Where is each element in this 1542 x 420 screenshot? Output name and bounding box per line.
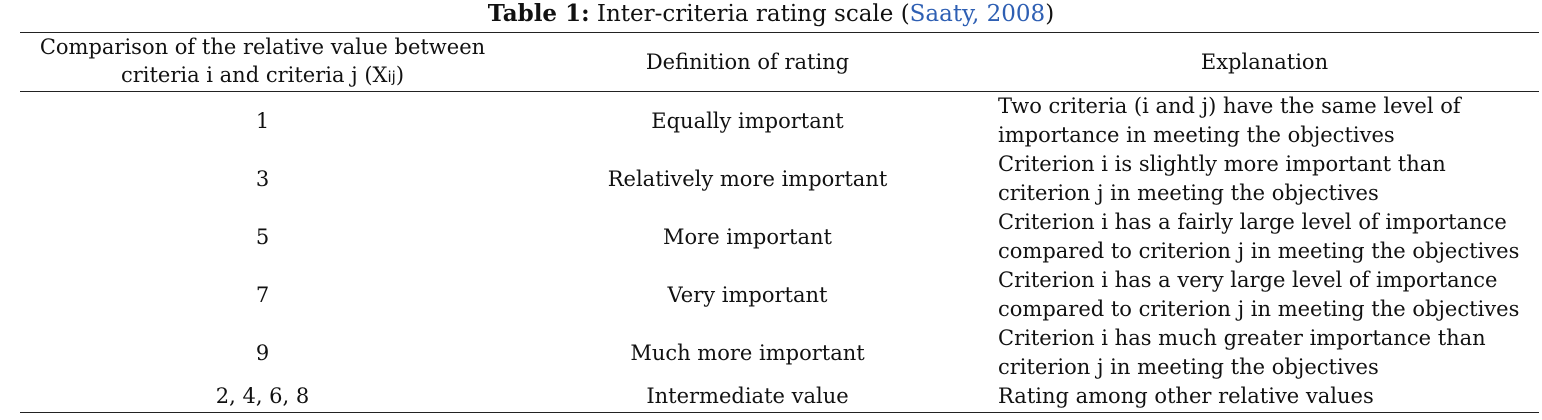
cell-value: 2, 4, 6, 8 [20, 382, 505, 413]
cell-explanation-line2: importance in meeting the objectives [998, 123, 1395, 147]
cell-explanation: Criterion i is slightly more important t… [990, 150, 1539, 208]
cell-explanation-line1: Criterion i has much greater importance … [998, 326, 1486, 350]
cell-value: 5 [255, 224, 270, 249]
cell-explanation: Criterion i has a fairly large level of … [990, 208, 1539, 266]
cell-definition: Much more important [630, 340, 865, 365]
caption-label: Table 1: [487, 0, 590, 27]
cell-explanation-line1: Rating among other relative values [998, 384, 1374, 409]
cell-explanation-line1: Two criteria (i and j) have the same lev… [998, 94, 1461, 118]
cell-explanation-line1: Criterion i has a fairly large level of … [998, 210, 1507, 234]
cell-explanation-line1: Criterion i has a very large level of im… [998, 268, 1498, 292]
caption-close-paren: ) [1045, 1, 1055, 27]
cell-explanation: Rating among other relative values [990, 382, 1539, 413]
cell-definition: Intermediate value [505, 382, 990, 413]
header-explanation: Explanation [990, 32, 1539, 92]
caption-title: Inter-criteria rating scale ( [589, 1, 910, 27]
cell-value: 3 [255, 166, 270, 191]
citation-link[interactable]: Saaty, 2008 [909, 1, 1046, 27]
cell-value: 1 [255, 108, 270, 133]
cell-definition: Equally important [651, 108, 844, 133]
header-comparison-line2: criteria i and criteria j (X [120, 63, 388, 87]
table-header-row: Comparison of the relative value between… [20, 32, 1539, 92]
table-row: 2, 4, 6, 8 Intermediate value Rating amo… [20, 382, 1539, 413]
cell-definition: Very important [667, 282, 828, 307]
cell-explanation: Criterion i has a very large level of im… [990, 266, 1539, 324]
cell-explanation-line2: compared to criterion j in meeting the o… [998, 239, 1520, 263]
header-definition: Definition of rating [505, 32, 990, 92]
table-row: 3 Relatively more important Criterion i … [20, 150, 1539, 208]
header-comparison: Comparison of the relative value between… [20, 32, 505, 92]
cell-explanation-line2: criterion j in meeting the objectives [998, 181, 1379, 205]
cell-definition: Relatively more important [607, 166, 888, 191]
table-caption: Table 1: Inter-criteria rating scale (Sa… [0, 0, 1542, 28]
cell-explanation: Criterion i has much greater importance … [990, 324, 1539, 382]
header-comparison-subscript: ij [387, 68, 396, 86]
header-comparison-close: ) [395, 63, 405, 87]
table-row: 7 Very important Criterion i has a very … [20, 266, 1539, 324]
table-row: 5 More important Criterion i has a fairl… [20, 208, 1539, 266]
cell-explanation-line2: criterion j in meeting the objectives [998, 355, 1379, 379]
header-comparison-line1: Comparison of the relative value between [39, 35, 486, 59]
rating-scale-table: Comparison of the relative value between… [20, 32, 1539, 413]
table-row: 9 Much more important Criterion i has mu… [20, 324, 1539, 382]
cell-explanation-line2: compared to criterion j in meeting the o… [998, 297, 1520, 321]
cell-definition: More important [663, 224, 832, 249]
cell-explanation: Two criteria (i and j) have the same lev… [990, 92, 1539, 151]
table-row: 1 Equally important Two criteria (i and … [20, 92, 1539, 151]
cell-value: 7 [255, 282, 270, 307]
cell-explanation-line1: Criterion i is slightly more important t… [998, 152, 1446, 176]
cell-value: 9 [255, 340, 270, 365]
